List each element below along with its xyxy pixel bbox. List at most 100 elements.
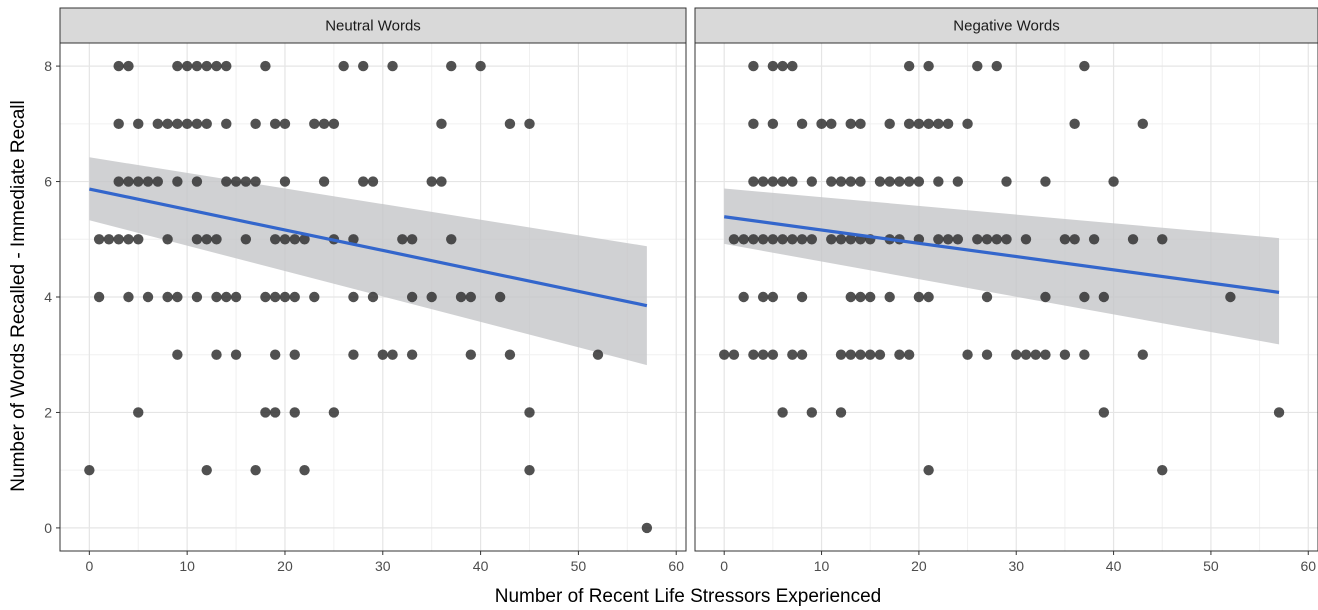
- data-point: [93, 234, 105, 245]
- data-point: [211, 291, 222, 303]
- data-point: [1098, 291, 1110, 303]
- data-point: [221, 291, 232, 303]
- x-tick-label: 20: [277, 558, 293, 574]
- data-point: [923, 291, 934, 303]
- x-tick-label: 50: [1203, 558, 1219, 574]
- data-point: [1273, 407, 1285, 418]
- data-point: [309, 291, 320, 303]
- panels-layer: Neutral Words 0 10 20 30 40 50 60 0 2 4 6 8 Negative …: [44, 7, 1318, 574]
- data-point: [855, 176, 866, 187]
- data-point: [211, 60, 222, 72]
- facet-strip-label: Neutral Words: [325, 18, 421, 35]
- data-point: [796, 118, 808, 130]
- data-point: [757, 349, 769, 360]
- data-point: [1001, 176, 1012, 187]
- data-point: [913, 291, 925, 303]
- data-point: [942, 118, 954, 130]
- data-point: [845, 118, 856, 130]
- data-point: [289, 234, 300, 245]
- facet-strip-label: Negative Words: [953, 18, 1059, 35]
- data-point: [1137, 118, 1148, 130]
- data-point: [133, 118, 144, 130]
- data-point: [923, 60, 934, 72]
- data-point: [328, 407, 340, 418]
- data-point: [903, 60, 915, 72]
- y-tick-label: 4: [44, 289, 52, 305]
- data-point: [348, 349, 359, 360]
- data-point: [767, 234, 779, 245]
- data-point: [748, 234, 759, 245]
- data-point: [757, 176, 769, 187]
- data-point: [1020, 349, 1032, 360]
- data-point: [191, 234, 203, 245]
- data-point: [358, 60, 369, 72]
- data-point: [981, 234, 993, 245]
- data-point: [269, 234, 281, 245]
- data-point: [991, 234, 1002, 245]
- data-point: [133, 234, 144, 245]
- data-point: [865, 291, 876, 303]
- data-point: [221, 60, 232, 72]
- data-point: [1079, 60, 1090, 72]
- data-point: [172, 118, 183, 130]
- panel-border: [694, 42, 1318, 552]
- x-tick-label: 0: [720, 558, 728, 574]
- data-point: [903, 176, 915, 187]
- data-point: [113, 118, 124, 130]
- data-point: [855, 118, 866, 130]
- data-point: [299, 464, 310, 476]
- data-point: [172, 349, 183, 360]
- y-tick-label: 2: [44, 404, 52, 420]
- data-point: [806, 234, 818, 245]
- data-point: [328, 118, 340, 130]
- data-point: [524, 407, 535, 418]
- data-point: [865, 349, 876, 360]
- confidence-band: [724, 188, 1280, 345]
- x-tick-label: 20: [911, 558, 927, 574]
- data-point: [309, 118, 320, 130]
- data-point: [123, 60, 134, 72]
- data-point: [162, 234, 173, 245]
- data-point: [1040, 349, 1051, 360]
- data-point: [777, 407, 788, 418]
- data-point: [142, 176, 154, 187]
- data-point: [728, 234, 740, 245]
- data-point: [1040, 176, 1051, 187]
- x-tick-label: 50: [571, 558, 587, 574]
- data-point: [962, 349, 973, 360]
- data-point: [123, 291, 134, 303]
- data-point: [240, 234, 252, 245]
- data-point: [1127, 234, 1139, 245]
- data-point: [475, 60, 486, 72]
- data-point: [923, 464, 934, 476]
- y-axis-title: Number of Words Recalled - Immediate Rec…: [8, 100, 29, 491]
- regression-line: [89, 187, 648, 308]
- data-point: [1020, 234, 1032, 245]
- data-point: [835, 407, 847, 418]
- panel-2: Negative Words 0 10 20 30 40 50 60: [694, 7, 1318, 574]
- data-point: [446, 60, 457, 72]
- confidence-band: [89, 157, 647, 366]
- y-tick-label: 8: [44, 58, 52, 74]
- data-point: [504, 118, 516, 130]
- data-point: [289, 291, 300, 303]
- data-point: [142, 291, 154, 303]
- data-point: [230, 349, 242, 360]
- data-point: [884, 176, 895, 187]
- data-point: [211, 349, 222, 360]
- data-point: [250, 118, 261, 130]
- data-point: [806, 176, 818, 187]
- data-point: [845, 349, 856, 360]
- data-point: [903, 118, 915, 130]
- data-point: [933, 118, 944, 130]
- x-tick-label: 10: [814, 558, 830, 574]
- data-point: [191, 291, 203, 303]
- data-point: [738, 291, 749, 303]
- data-point: [923, 118, 934, 130]
- data-point: [123, 234, 134, 245]
- data-point: [933, 176, 944, 187]
- data-point: [279, 118, 291, 130]
- data-point: [855, 349, 866, 360]
- panel-1: Neutral Words 0 10 20 30 40 50 60 0 2 4 6 8: [44, 7, 687, 574]
